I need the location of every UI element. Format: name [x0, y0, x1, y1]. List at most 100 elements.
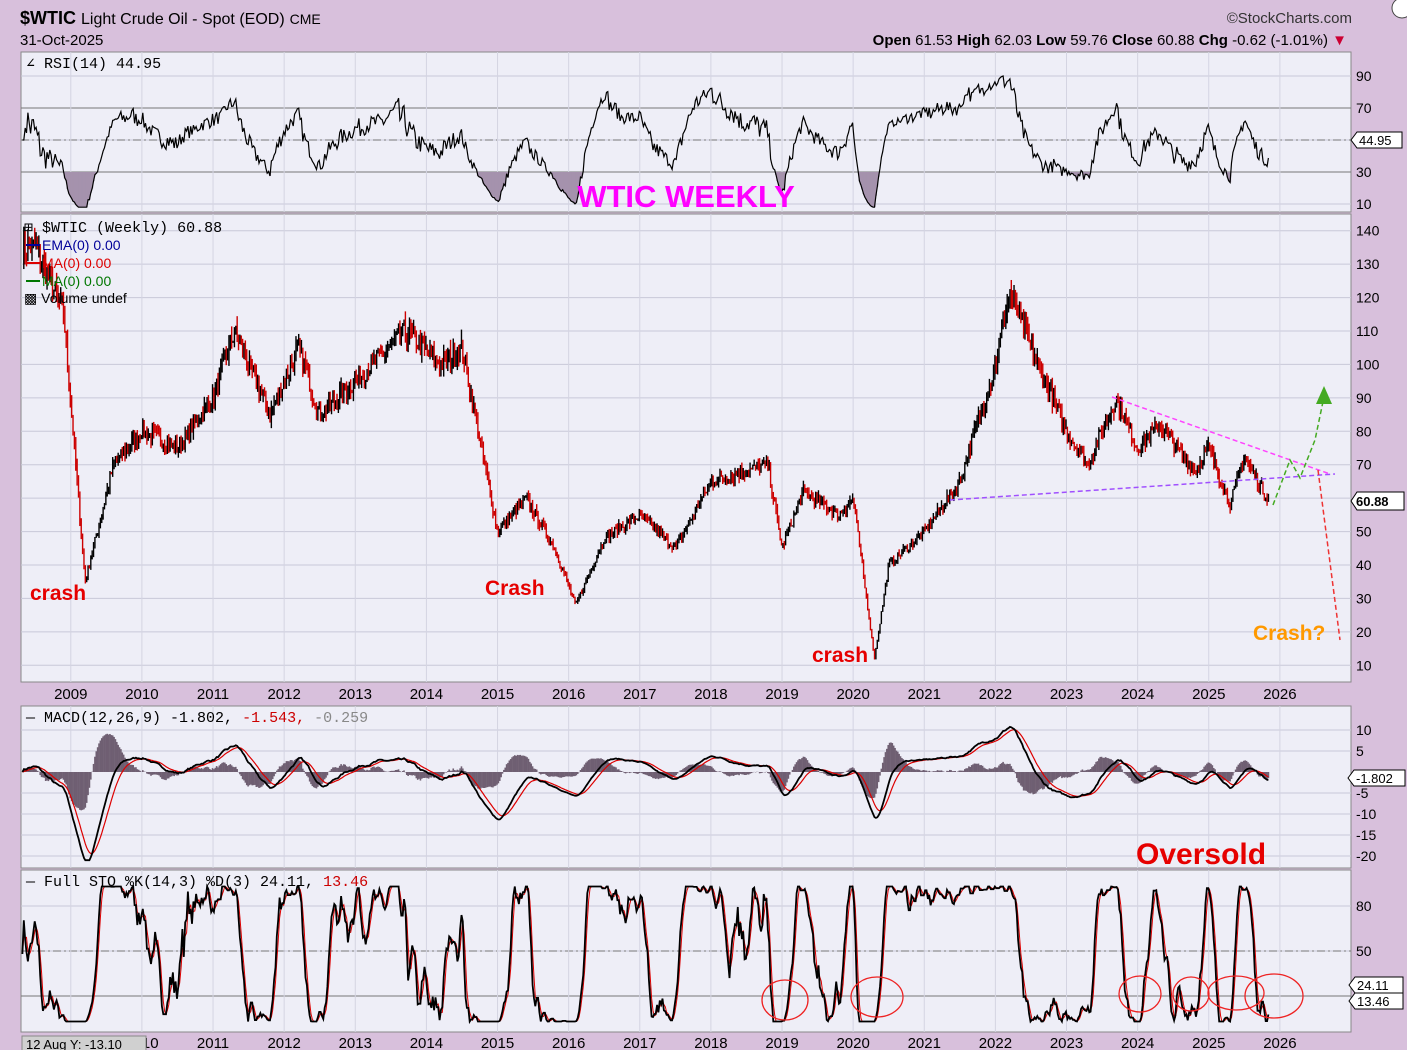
axis-tick-label: 90 — [1356, 390, 1372, 406]
bullish-projection — [1272, 391, 1326, 506]
macd-legend: — MACD(12,26,9) -1.802, -1.543, -0.259 — [25, 710, 368, 727]
axis-tick-label: 20 — [1356, 624, 1372, 640]
ma1-legend: MA(0) 0.00 — [42, 255, 111, 271]
high-value: 62.03 — [994, 32, 1032, 49]
volume-icon: ▩ — [24, 290, 37, 306]
year-label-bottom: 2020 — [836, 1035, 869, 1050]
year-label-bottom: 2014 — [410, 1035, 443, 1050]
macd-legend-hist: -0.259 — [314, 710, 368, 727]
axis-tick-label: 100 — [1356, 356, 1380, 372]
axis-tick-label: 40 — [1356, 557, 1372, 573]
axis-tick-label: 130 — [1356, 256, 1380, 272]
volume-legend-text: Volume undef — [41, 290, 127, 306]
axis-tick-label: 10 — [1356, 722, 1372, 738]
axis-tick-label: 10 — [1356, 657, 1372, 673]
macd-panel — [20, 705, 1352, 869]
low-value: 59.76 — [1070, 32, 1108, 49]
crash-question-label: Crash? — [1253, 622, 1325, 645]
crash-2020-label: crash — [812, 644, 868, 667]
year-label: 2017 — [623, 686, 656, 703]
price-icon: ⊞ — [24, 220, 33, 237]
axis-tick-label: 90 — [1356, 68, 1372, 84]
year-label: 2010 — [125, 686, 158, 703]
rsi-panel — [20, 51, 1352, 213]
axis-tick-label: 10 — [1356, 196, 1372, 212]
sto-legend-main: Full STO %K(14,3) %D(3) 24.11, — [44, 874, 314, 891]
close-label: Close — [1112, 32, 1153, 49]
price-last-tag — [1350, 491, 1405, 511]
ema-legend: EMA(0) 0.00 — [42, 237, 121, 253]
chg-value: -0.62 (-1.01%) — [1232, 32, 1328, 49]
axis-tick-label: 50 — [1356, 524, 1372, 540]
year-label: 2018 — [694, 686, 727, 703]
price-legend: ⊞ $WTIC (Weekly) 60.88 — [24, 220, 222, 237]
axis-tick-label: 30 — [1356, 590, 1372, 606]
open-value: 61.53 — [915, 32, 953, 49]
axis-tick-label: -10 — [1356, 806, 1376, 822]
axis-tick-label: 50 — [1356, 943, 1372, 959]
rsi-icon: ∠ — [26, 56, 35, 73]
axis-tick-label: -15 — [1356, 827, 1376, 843]
price-last-value: 60.88 — [1356, 494, 1389, 509]
year-label: 2020 — [836, 686, 869, 703]
cursor-readout-box — [21, 1035, 147, 1050]
symbol-title: $WTIC Light Crude Oil - Spot (EOD) CME — [20, 8, 321, 29]
volume-legend: ▩ Volume undef — [24, 290, 127, 306]
year-label-bottom: 2019 — [765, 1035, 798, 1050]
axis-tick-label: 30 — [1356, 164, 1372, 180]
year-label: 2022 — [979, 686, 1012, 703]
year-label-bottom: 2011 — [197, 1035, 229, 1050]
chg-down-icon: ▼ — [1332, 32, 1347, 49]
year-label: 2015 — [481, 686, 514, 703]
oversold-circle-2025b — [1244, 973, 1304, 1019]
year-label-bottom: 2018 — [694, 1035, 727, 1050]
year-label-bottom: 2025 — [1192, 1035, 1225, 1050]
high-label: High — [956, 32, 991, 49]
symbol: $WTIC — [20, 8, 76, 28]
low-label: Low — [1036, 32, 1067, 49]
year-label-bottom: 2022 — [979, 1035, 1012, 1050]
rsi-last-tag — [1350, 131, 1403, 149]
ohlc-readout: Open 61.53 High 62.03 Low 59.76 Close 60… — [873, 32, 1347, 49]
macd-last-tag — [1347, 769, 1406, 787]
axis-tick-label: 70 — [1356, 100, 1372, 116]
year-label-bottom: 2016 — [552, 1035, 585, 1050]
sto-k-line — [21, 883, 1270, 1025]
axis-tick-label: 70 — [1356, 457, 1372, 473]
sto-k-last-tag — [1348, 976, 1404, 994]
indicator-legends: EMA(0) 0.00 MA(0) 0.00 MA(0) 0.00 ▩ Volu… — [24, 237, 127, 306]
axis-tick-label: 120 — [1356, 290, 1380, 306]
sto-legend: — Full STO %K(14,3) %D(3) 24.11, 13.46 — [25, 874, 368, 891]
rsi-last-value: 44.95 — [1359, 133, 1392, 148]
upper-trendline — [1111, 396, 1331, 475]
oversold-label: Oversold — [1136, 838, 1266, 871]
axis-tick-label: -5 — [1356, 785, 1369, 801]
lower-trendline — [949, 473, 1336, 501]
exchange: CME — [289, 11, 321, 27]
year-label-bottom: 2026 — [1263, 1035, 1296, 1050]
window-circle-icon[interactable] — [1391, 0, 1407, 19]
crash-2008-label: crash — [30, 582, 86, 605]
sto-d-last-tag — [1348, 992, 1404, 1010]
sto-k-last-value: 24.11 — [1357, 978, 1389, 993]
up-arrow-icon — [1316, 386, 1332, 404]
rsi-line — [22, 75, 1269, 208]
macd-signal-line — [22, 729, 1269, 855]
price-panel — [20, 213, 1352, 683]
open-label: Open — [872, 32, 911, 49]
last-value-tags: 44.95 60.88 -1.802 24.11 13.46 — [1347, 131, 1406, 1010]
chart-date: 31-Oct-2025 — [20, 32, 104, 49]
brand-label: ©StockCharts.com — [1226, 10, 1352, 27]
year-label-bottom: 2013 — [339, 1035, 372, 1050]
rsi-legend-text: RSI(14) 44.95 — [44, 56, 161, 73]
symbol-name: Light Crude Oil - Spot (EOD) — [81, 11, 285, 28]
oversold-circle-2024b — [1172, 976, 1210, 1012]
year-label: 2013 — [339, 686, 372, 703]
price-legend-text: $WTIC (Weekly) 60.88 — [42, 220, 222, 237]
axis-tick-label: 80 — [1356, 898, 1372, 914]
oversold-circle-2025 — [1207, 975, 1265, 1011]
oversold-circle-2019 — [761, 979, 809, 1021]
axis-tick-label: 140 — [1356, 223, 1380, 239]
